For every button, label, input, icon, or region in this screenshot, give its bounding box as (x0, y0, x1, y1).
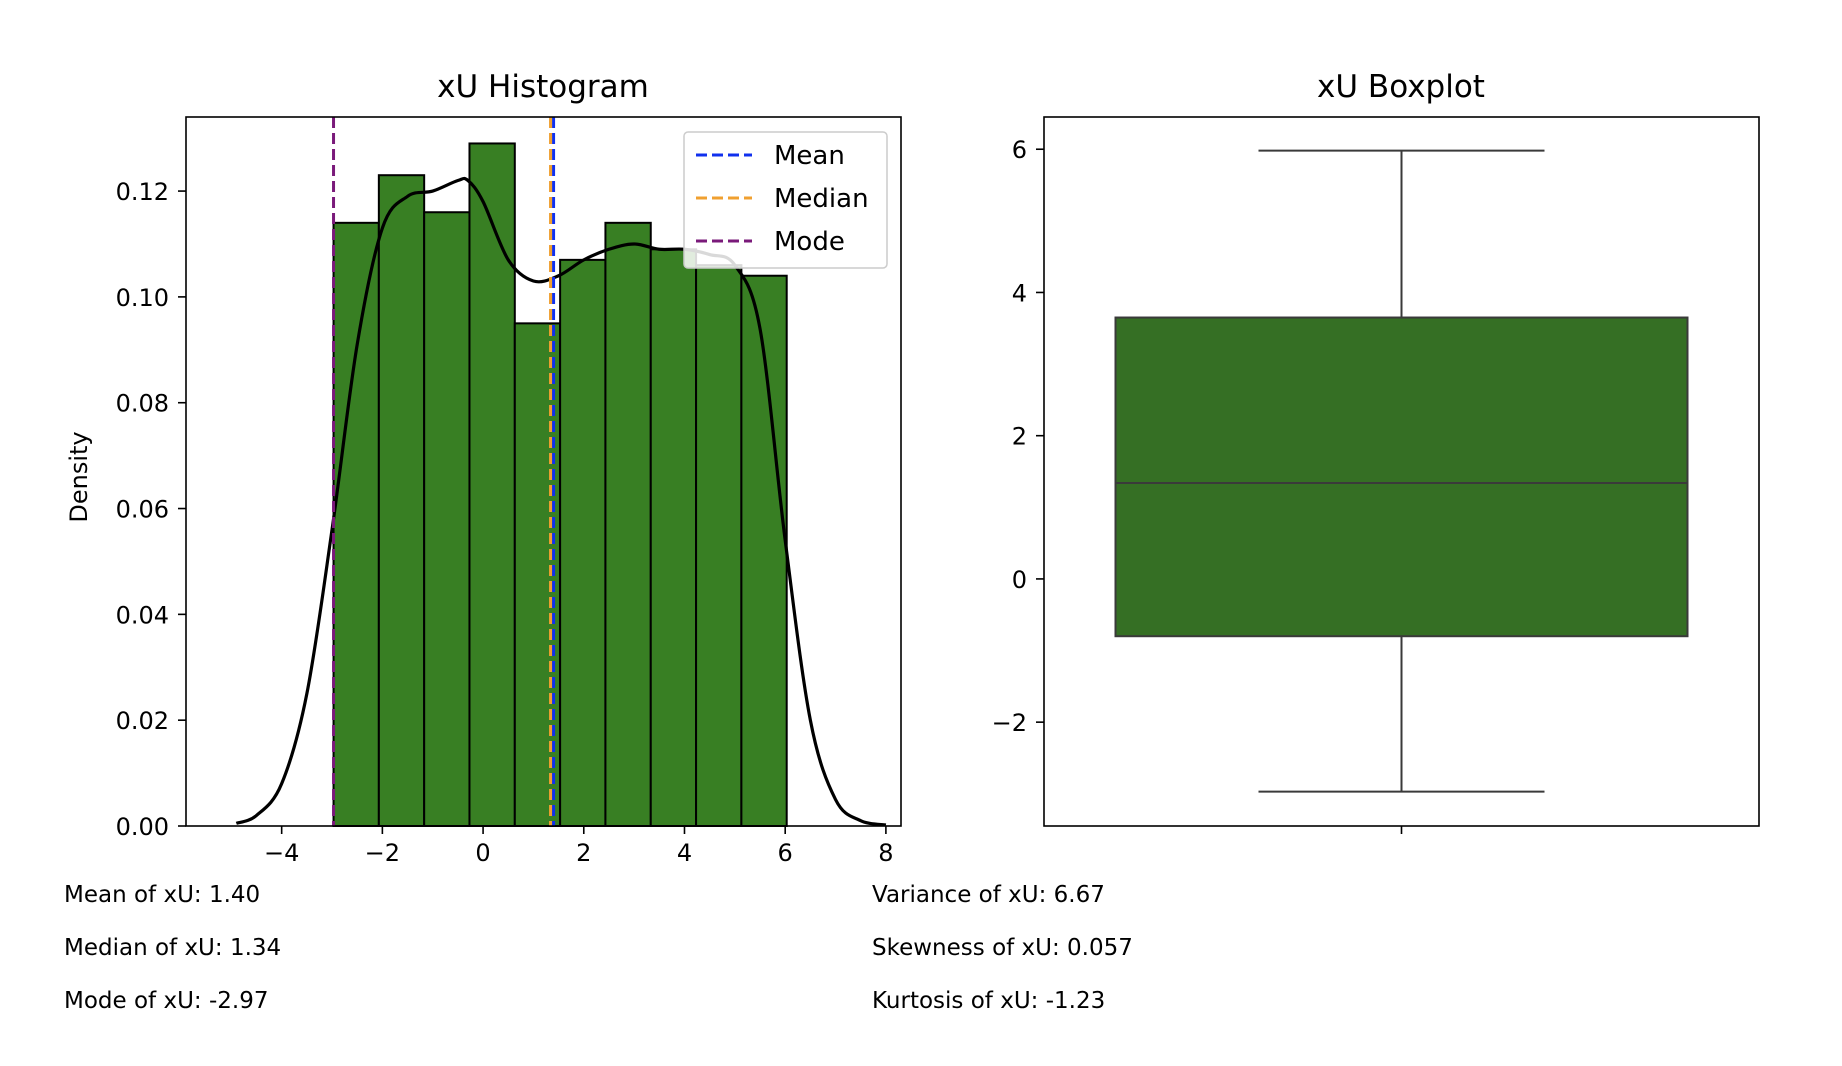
histogram-bar (649, 248, 698, 827)
boxplot-panel: xU Boxplot −2 0 2 4 6 (992, 69, 1760, 834)
legend-label-median: Median (774, 184, 869, 214)
boxplot-axes: −2 0 2 4 6 (992, 116, 1760, 834)
histogram-plot-frame (185, 116, 902, 827)
legend: Mean Median Mode (683, 131, 888, 269)
boxplot-title: xU Boxplot (1317, 69, 1485, 105)
kde-curve (235, 176, 887, 827)
median-stat: Median of xU: 1.34 (64, 935, 282, 961)
mode-stat: Mode of xU: -2.97 (64, 988, 269, 1014)
y-tick-label: 0.08 (116, 390, 169, 418)
x-tick-label: −4 (264, 839, 299, 867)
x-tick-label: 2 (576, 839, 591, 867)
histogram-bar (332, 221, 380, 827)
histogram-panel: xU Histogram Density −4 −2 0 2 4 6 8 0.00 0.02 0.… (65, 69, 902, 867)
histogram-bar (468, 142, 516, 828)
x-tick-label: 0 (475, 839, 490, 867)
y-tick-label: 0.02 (116, 707, 169, 735)
histogram-title: xU Histogram (437, 69, 649, 105)
variance-stat: Variance of xU: 6.67 (872, 882, 1105, 908)
legend-box (683, 131, 888, 269)
y-tick-label: 0.04 (116, 601, 169, 629)
histogram-bar (423, 211, 471, 827)
histogram-bar (377, 174, 426, 828)
y-tick-label: 0.06 (116, 496, 169, 524)
legend-label-mode: Mode (774, 227, 845, 257)
y-tick-label: 0 (1012, 566, 1027, 594)
histogram-bar (604, 221, 652, 827)
histogram-axes: −4 −2 0 2 4 6 8 0.00 0.02 0.04 0.06 0.08 0.10 0.12 (116, 116, 902, 867)
x-tick-label: 6 (778, 839, 793, 867)
y-tick-label: 0.10 (116, 284, 169, 312)
y-tick-label: 6 (1012, 136, 1027, 164)
mean-stat: Mean of xU: 1.40 (64, 882, 261, 908)
boxplot-marks (1114, 149, 1689, 793)
box (1114, 316, 1689, 638)
x-tick-label: 4 (677, 839, 692, 867)
skewness-stat: Skewness of xU: 0.057 (872, 935, 1133, 961)
kurtosis-stat: Kurtosis of xU: -1.23 (872, 988, 1106, 1014)
histogram-bars (332, 142, 788, 828)
legend-label-mean: Mean (774, 141, 845, 171)
x-tick-label: −2 (365, 839, 400, 867)
histogram-y-axis-label: Density (65, 431, 93, 522)
histogram-bar (695, 264, 743, 828)
y-tick-label: −2 (992, 709, 1027, 737)
x-tick-label: 8 (878, 839, 893, 867)
reference-lines (332, 117, 556, 826)
histogram-bar (559, 258, 607, 827)
y-tick-label: 4 (1012, 279, 1027, 307)
y-tick-label: 2 (1012, 423, 1027, 451)
kde-curve-group (235, 176, 887, 827)
y-tick-label: 0.00 (116, 813, 169, 841)
y-tick-label: 0.12 (116, 178, 169, 206)
